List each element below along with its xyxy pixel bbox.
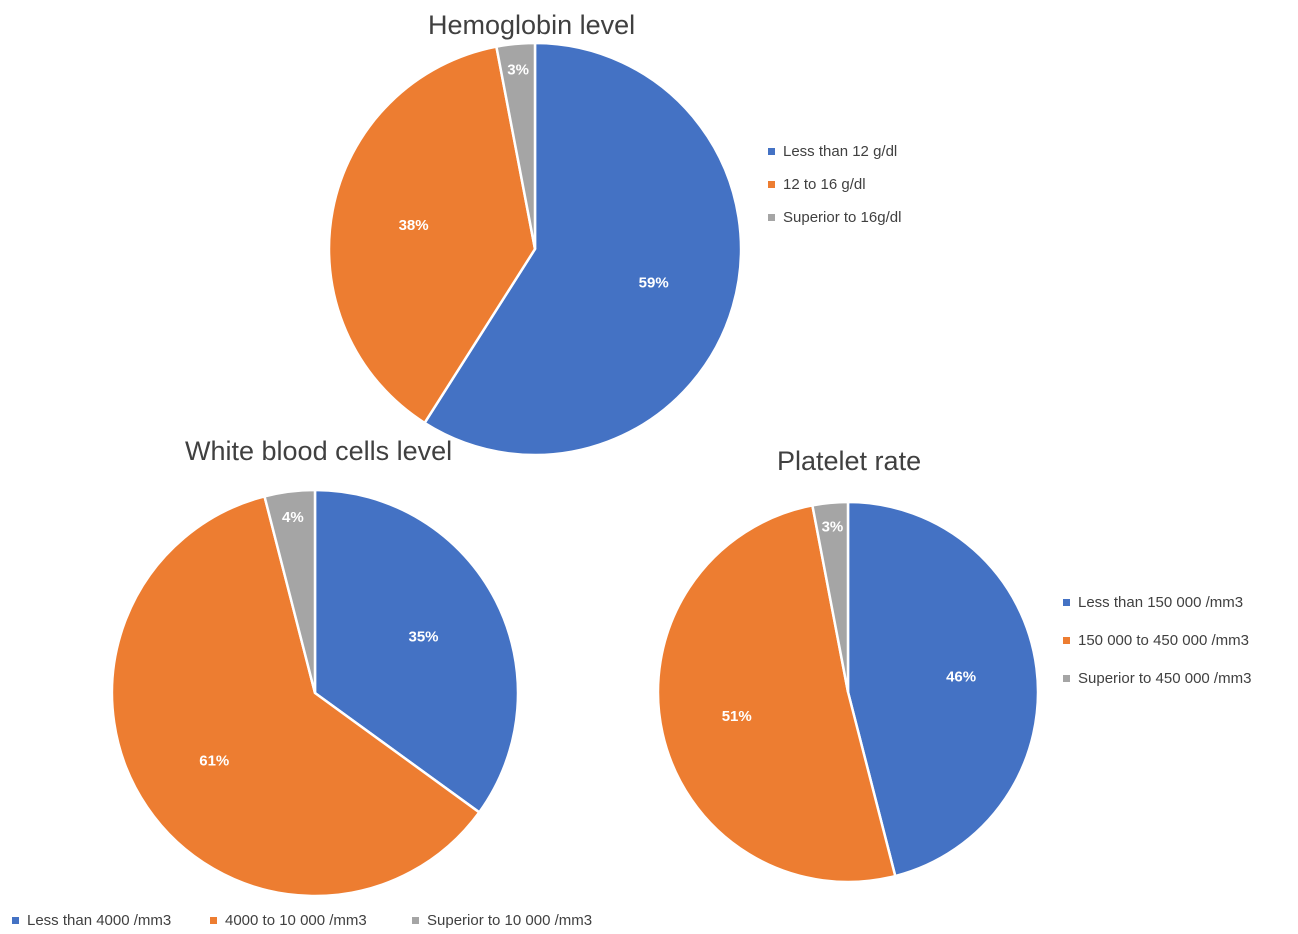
platelet-slice-gray [810,500,850,693]
legend-label: Superior to 10 000 /mm3 [427,912,593,929]
legend-swatch-gray [1063,675,1070,682]
platelet-legend-item-1: 150 000 to 450 000 /mm3 [1063,632,1249,649]
hemoglobin-legend-item-2: Superior to 16g/dl [768,209,901,226]
legend-swatch-blue [12,917,19,924]
legend-label: Superior to 450 000 /mm3 [1078,670,1252,687]
wbc-legend-item-1: 4000 to 10 000 /mm3 [210,912,367,929]
platelet-legend-item-0: Less than 150 000 /mm3 [1063,594,1243,611]
hemoglobin-data-label-gray: 3% [507,62,529,79]
platelet-slice-blue [846,500,1040,878]
wbc-slice-blue [313,488,520,815]
wbc-data-label-gray: 4% [282,509,304,526]
platelet-data-label-blue: 46% [946,669,976,686]
legend-label: 12 to 16 g/dl [783,176,866,193]
platelet-chart-title: Platelet rate [777,446,922,476]
legend-swatch-orange [1063,637,1070,644]
platelet-data-label-orange: 51% [722,708,752,725]
hemoglobin-data-label-blue: 59% [639,274,669,291]
wbc-legend-item-2: Superior to 10 000 /mm3 [412,912,592,929]
legend-swatch-gray [768,214,775,221]
hemoglobin-legend-item-1: 12 to 16 g/dl [768,176,866,193]
legend-swatch-gray [412,917,419,924]
hemoglobin-slice-gray [494,41,537,250]
wbc-legend-item-0: Less than 4000 /mm3 [12,912,171,929]
wbc-data-label-orange: 61% [199,752,229,769]
legend-swatch-orange [210,917,217,924]
hemoglobin-slice-orange [327,45,537,425]
legend-label: Less than 12 g/dl [783,143,898,160]
wbc-slice-gray [262,488,317,694]
platelet-legend-item-2: Superior to 450 000 /mm3 [1063,670,1251,687]
legend-swatch-blue [768,148,775,155]
wbc-chart-title: White blood cells level [185,436,453,466]
legend-swatch-orange [768,181,775,188]
hemoglobin-data-label-orange: 38% [399,217,429,234]
platelet-slice-orange [656,503,897,884]
wbc-data-label-blue: 35% [409,629,439,646]
hemoglobin-legend-item-0: Less than 12 g/dl [768,143,897,160]
wbc-slice-orange [110,494,481,898]
legend-label: Less than 150 000 /mm3 [1078,594,1244,611]
legend-label: 4000 to 10 000 /mm3 [225,912,367,929]
hemoglobin-chart-title: Hemoglobin level [428,10,636,40]
legend-label: 150 000 to 450 000 /mm3 [1078,632,1249,649]
hemoglobin-slice-blue [422,41,743,457]
legend-label: Less than 4000 /mm3 [27,912,172,929]
legend-swatch-blue [1063,599,1070,606]
legend-label: Superior to 16g/dl [783,209,902,226]
platelet-data-label-gray: 3% [822,518,844,535]
